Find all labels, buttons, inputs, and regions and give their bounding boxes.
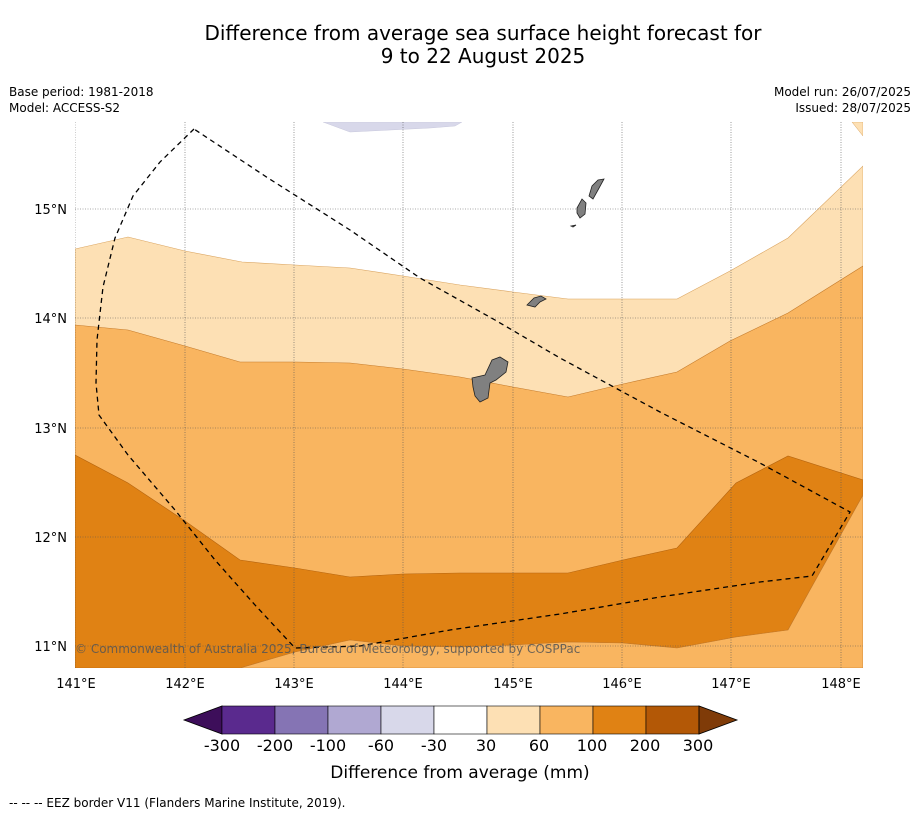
colorbar-segment — [592, 705, 647, 735]
island-guam — [471, 356, 509, 403]
title-line-2: 9 to 22 August 2025 — [380, 44, 586, 68]
lat-axis: 15°N 14°N 13°N 12°N 11°N — [34, 203, 67, 655]
lat-label-15: 15°N — [34, 203, 67, 218]
eez-footnote: -- -- -- EEZ border V11 (Flanders Marine… — [9, 796, 346, 810]
colorbar-segment — [327, 705, 382, 735]
eez-border — [95, 128, 851, 649]
island-tinian — [576, 198, 587, 219]
lon-label-145: 145°E — [493, 677, 533, 692]
colorbar-label-m300: -300 — [204, 736, 240, 755]
lon-axis: 141°E 142°E 143°E 144°E 145°E 146°E 147°… — [56, 677, 861, 692]
lon-label-143: 143°E — [274, 677, 314, 692]
issued-date: Issued: 28/07/2025 — [795, 101, 911, 115]
lon-label-144: 144°E — [383, 677, 423, 692]
colorbar-label-200: 200 — [630, 736, 661, 755]
map-title: Difference from average sea surface heig… — [0, 22, 919, 68]
colorbar-labels: -300 -200 -100 -60 -30 30 60 100 200 300 — [204, 736, 713, 755]
colorbar-label-100: 100 — [577, 736, 608, 755]
colorbar-extend-high — [698, 705, 739, 735]
colorbar-label-300: 300 — [683, 736, 714, 755]
copyright-text: © Commonwealth of Australia 2025, Bureau… — [75, 642, 580, 656]
lat-label-11: 11°N — [34, 640, 67, 655]
map-area: © Commonwealth of Australia 2025, Bureau… — [75, 122, 863, 668]
colorbar-label-m30: -30 — [421, 736, 447, 755]
colorbar-segment — [380, 705, 435, 735]
colorbar-label-m60: -60 — [368, 736, 394, 755]
base-period: Base period: 1981-2018 — [9, 85, 154, 99]
colorbar-segment — [433, 705, 488, 735]
model-run: Model run: 26/07/2025 — [773, 85, 911, 99]
colorbar-label-30: 30 — [476, 736, 496, 755]
model-name: Model: ACCESS-S2 — [9, 101, 121, 115]
colorbar-segment — [645, 705, 700, 735]
colorbar-segment — [539, 705, 594, 735]
negative-anomaly-region — [322, 122, 463, 133]
colorbar-extend-low — [182, 705, 223, 735]
island-rota — [526, 295, 547, 308]
land-masses — [471, 178, 605, 403]
colorbar-segment — [221, 705, 276, 735]
meta-left: Base period: 1981-2018 Model: ACCESS-S2 — [9, 84, 154, 116]
island-saipan — [588, 178, 605, 200]
lat-label-13: 13°N — [34, 422, 67, 437]
anomaly-south-60-100 — [239, 494, 863, 668]
meta-right: Model run: 26/07/2025 Issued: 28/07/2025 — [774, 84, 911, 116]
island-aguijan — [569, 224, 577, 228]
graticule — [75, 122, 863, 668]
colorbar-label-m200: -200 — [257, 736, 293, 755]
colorbar-segment — [274, 705, 329, 735]
colorbar-segment — [486, 705, 541, 735]
lon-label-142: 142°E — [165, 677, 205, 692]
lat-label-14: 14°N — [34, 312, 67, 327]
colorbar-label-m100: -100 — [310, 736, 346, 755]
colorbar-label-60: 60 — [529, 736, 549, 755]
title-line-1: Difference from average sea surface heig… — [204, 21, 762, 45]
lon-label-148: 148°E — [821, 677, 861, 692]
colorbar — [182, 705, 739, 735]
lon-label-146: 146°E — [602, 677, 642, 692]
anomaly-corner-30-60 — [851, 122, 863, 137]
lon-label-147: 147°E — [711, 677, 751, 692]
colorbar-title: Difference from average (mm) — [330, 763, 589, 783]
lat-label-12: 12°N — [34, 531, 67, 546]
lon-label-141: 141°E — [56, 677, 96, 692]
